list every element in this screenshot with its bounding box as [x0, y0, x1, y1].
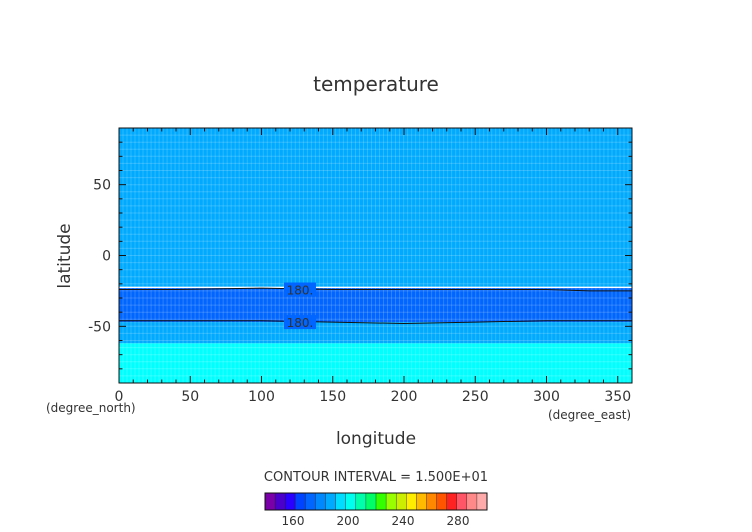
colorbar-swatch [446, 492, 458, 511]
colorbar-frame [264, 492, 488, 511]
contour-line-1 [119, 320, 632, 325]
colorbar-swatch [436, 492, 448, 511]
axis-ticks [118, 127, 633, 384]
y-tick-label: -50 [88, 319, 111, 335]
plot-area: 180. 180. 0 50 100 150 200 250 300 350 50 0 -50 [88, 127, 633, 405]
band-0 [119, 128, 632, 256]
x-tick-label: 350 [604, 389, 631, 405]
y-tick-label: 50 [93, 178, 111, 194]
chart-title: temperature [313, 72, 439, 96]
colorbar-swatch [416, 492, 427, 511]
colorbar-swatch [456, 492, 468, 511]
colorbar-swatch [466, 492, 478, 511]
contour-interval-label: CONTOUR INTERVAL = 1.500E+01 [264, 470, 488, 485]
band-2 [119, 288, 632, 323]
colorbar-swatch [426, 492, 438, 511]
colorbar-swatch [315, 492, 327, 511]
colorbar-swatch [325, 492, 337, 511]
colorbar-swatch [375, 492, 387, 511]
contour-label-0: 180. [287, 284, 314, 298]
colorbar: 160 200 240 280 [264, 492, 488, 528]
x-axis-label: longitude [336, 429, 416, 449]
x-tick-label: 0 [115, 389, 124, 405]
colorbar-tick-label: 280 [447, 514, 470, 528]
colorbar-swatch [365, 492, 377, 511]
x-tick-label: 250 [462, 389, 489, 405]
colorbar-tick-label: 160 [282, 514, 305, 528]
x-tick-label: 300 [533, 389, 560, 405]
x-tick-label: 100 [248, 389, 275, 405]
contour-line-0 [119, 287, 632, 292]
colorbar-swatch [395, 492, 407, 511]
contour-label-bg-1 [283, 315, 316, 330]
x-tick-label: 50 [181, 389, 199, 405]
x-tick-label: 200 [391, 389, 418, 405]
y-axis-label: latitude [55, 223, 75, 288]
y-tick-label: 0 [102, 249, 111, 265]
colorbar-swatch [284, 492, 296, 511]
colorbar-swatch [274, 492, 286, 511]
colorbar-swatch [385, 492, 397, 511]
colorbar-swatch [264, 492, 276, 511]
colorbar-tick-label: 200 [337, 514, 360, 528]
contour-label-1: 180. [287, 316, 314, 330]
x-tick-label: 150 [319, 389, 346, 405]
colorbar-swatch [476, 492, 488, 511]
band-3 [119, 322, 632, 344]
colorbar-swatch [305, 492, 316, 511]
colorbar-swatch [295, 492, 306, 511]
band-1 [119, 255, 632, 287]
colorbar-swatch [335, 492, 347, 511]
colorbar-tick-label: 240 [392, 514, 415, 528]
contour-label-bg-0 [283, 282, 316, 297]
colorbar-swatch [355, 492, 367, 511]
colorbar-swatch [406, 492, 417, 511]
colorbar-swatch [345, 492, 357, 511]
x-unit-label: (degree_east) [548, 408, 631, 422]
y-unit-label: (degree_north) [46, 401, 136, 415]
